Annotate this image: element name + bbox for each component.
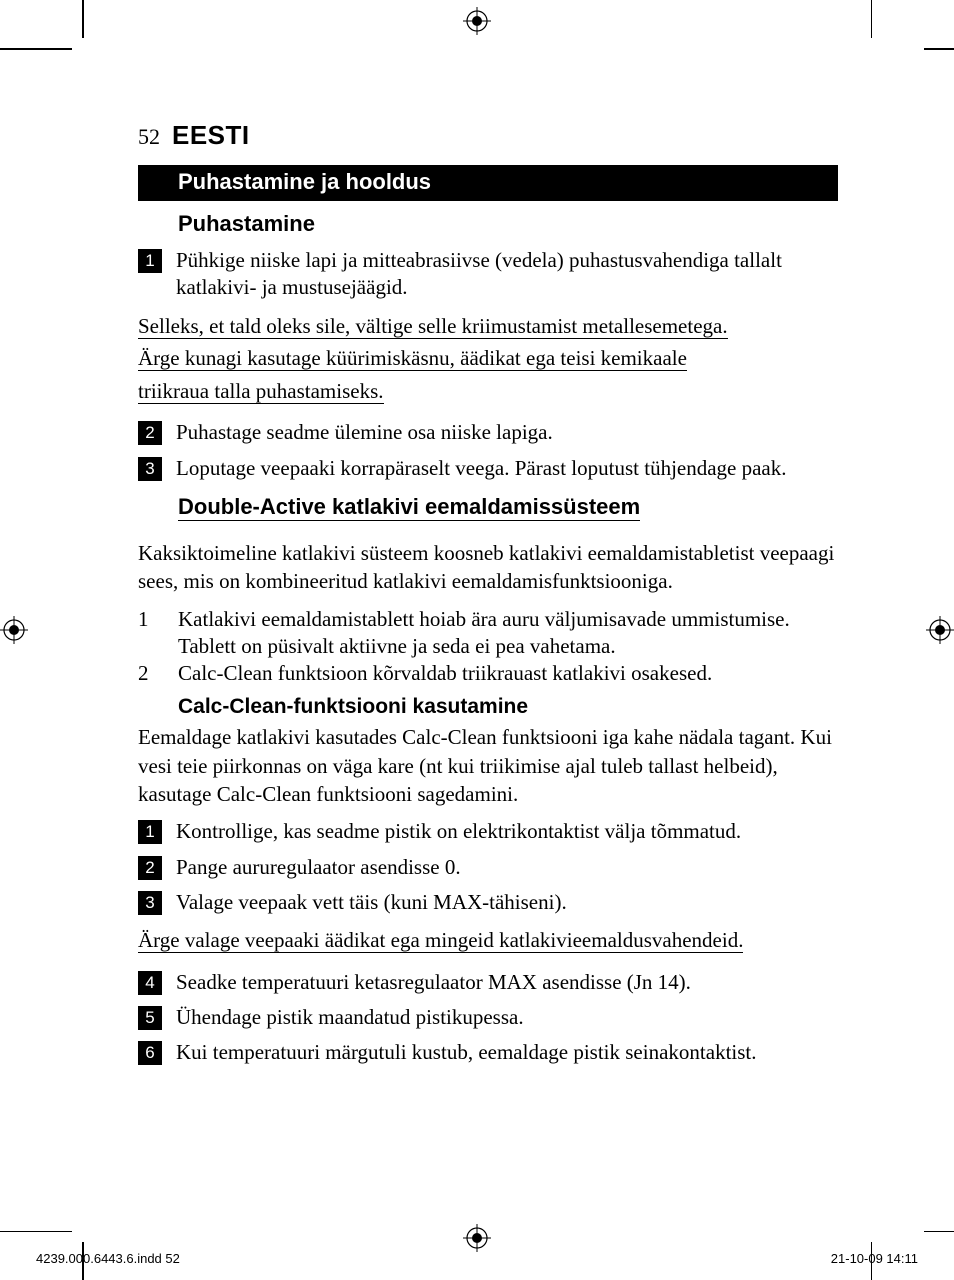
- numbered-step: 1 Pühkige niiske lapi ja mitteabrasiivse…: [138, 247, 838, 302]
- body-paragraph: Eemaldage katlakivi kasutades Calc-Clean…: [138, 723, 838, 808]
- warning-text: Ärge valage veepaaki äädikat ega mingeid…: [138, 924, 838, 957]
- plain-numbered-list: 1 Katlakivi eemaldamistablett hoiab ära …: [138, 606, 838, 688]
- step-number-badge: 6: [138, 1041, 162, 1065]
- step-number-badge: 1: [138, 249, 162, 273]
- numbered-step: 3 Valage veepaak vett täis (kuni MAX-täh…: [138, 889, 838, 916]
- list-item: 2 Calc-Clean funktsioon kõrvaldab triikr…: [138, 660, 838, 687]
- step-number-badge: 4: [138, 971, 162, 995]
- step-text: Kui temperatuuri märgutuli kustub, eemal…: [176, 1039, 838, 1066]
- subsection-heading: Double-Active katlakivi eemaldamissüstee…: [178, 494, 640, 521]
- step-number-badge: 5: [138, 1006, 162, 1030]
- step-text: Puhastage seadme ülemine osa niiske lapi…: [176, 419, 838, 446]
- subsubsection-heading: Calc-Clean-funktsiooni kasutamine: [138, 695, 838, 719]
- body-paragraph: Kaksiktoimeline katlakivi süsteem koosne…: [138, 539, 838, 596]
- crop-mark: [0, 48, 72, 50]
- step-text: Pange aururegulaator asendisse 0.: [176, 854, 838, 881]
- numbered-step: 2 Puhastage seadme ülemine osa niiske la…: [138, 419, 838, 446]
- subsection-heading: Puhastamine: [138, 211, 838, 237]
- registration-mark-icon: [463, 1224, 491, 1252]
- page-number: 52: [138, 124, 160, 150]
- crop-mark: [871, 0, 873, 38]
- numbered-step: 5 Ühendage pistik maandatud pistikupessa…: [138, 1004, 838, 1031]
- step-text: Seadke temperatuuri ketasregulaator MAX …: [176, 969, 838, 996]
- page-content: 52 EESTI Puhastamine ja hooldus Puhastam…: [138, 120, 838, 1075]
- numbered-step: 1 Kontrollige, kas seadme pistik on elek…: [138, 818, 838, 845]
- crop-mark: [82, 0, 84, 38]
- page-header: 52 EESTI: [138, 120, 838, 151]
- numbered-step: 4 Seadke temperatuuri ketasregulaator MA…: [138, 969, 838, 996]
- list-text: Katlakivi eemaldamistablett hoiab ära au…: [178, 606, 838, 661]
- step-number-badge: 3: [138, 457, 162, 481]
- step-number-badge: 3: [138, 891, 162, 915]
- registration-mark-icon: [926, 616, 954, 644]
- step-text: Ühendage pistik maandatud pistikupessa.: [176, 1004, 838, 1031]
- crop-mark: [924, 48, 954, 50]
- step-text: Kontrollige, kas seadme pistik on elektr…: [176, 818, 838, 845]
- step-number-badge: 1: [138, 820, 162, 844]
- warning-line: triikraua talla puhastamiseks.: [138, 379, 384, 404]
- step-text: Pühkige niiske lapi ja mitteabrasiivse (…: [176, 247, 838, 302]
- list-number: 1: [138, 606, 178, 661]
- numbered-step: 3 Loputage veepaaki korrapäraselt veega.…: [138, 455, 838, 482]
- step-number-badge: 2: [138, 421, 162, 445]
- footer-filename: 4239.000.6443.6.indd 52: [36, 1251, 180, 1266]
- step-number-badge: 2: [138, 856, 162, 880]
- warning-line: Ärge kunagi kasutage küürimiskäsnu, äädi…: [138, 346, 687, 371]
- numbered-step: 6 Kui temperatuuri märgutuli kustub, eem…: [138, 1039, 838, 1066]
- registration-mark-icon: [0, 616, 28, 644]
- list-number: 2: [138, 660, 178, 687]
- warning-text: Selleks, et tald oleks sile, vältige sel…: [138, 310, 838, 408]
- page-language: EESTI: [172, 120, 250, 151]
- crop-mark: [0, 1231, 72, 1233]
- warning-line: Ärge valage veepaaki äädikat ega mingeid…: [138, 928, 743, 953]
- crop-mark: [924, 1231, 954, 1233]
- step-text: Loputage veepaaki korrapäraselt veega. P…: [176, 455, 838, 482]
- footer-timestamp: 21-10-09 14:11: [831, 1251, 918, 1266]
- warning-line: Selleks, et tald oleks sile, vältige sel…: [138, 314, 728, 339]
- numbered-step: 2 Pange aururegulaator asendisse 0.: [138, 854, 838, 881]
- section-heading-bar: Puhastamine ja hooldus: [138, 165, 838, 201]
- registration-mark-icon: [463, 7, 491, 35]
- list-text: Calc-Clean funktsioon kõrvaldab triikrau…: [178, 660, 838, 687]
- page-footer: 4239.000.6443.6.indd 52 21-10-09 14:11: [36, 1251, 918, 1266]
- step-text: Valage veepaak vett täis (kuni MAX-tähis…: [176, 889, 838, 916]
- list-item: 1 Katlakivi eemaldamistablett hoiab ära …: [138, 606, 838, 661]
